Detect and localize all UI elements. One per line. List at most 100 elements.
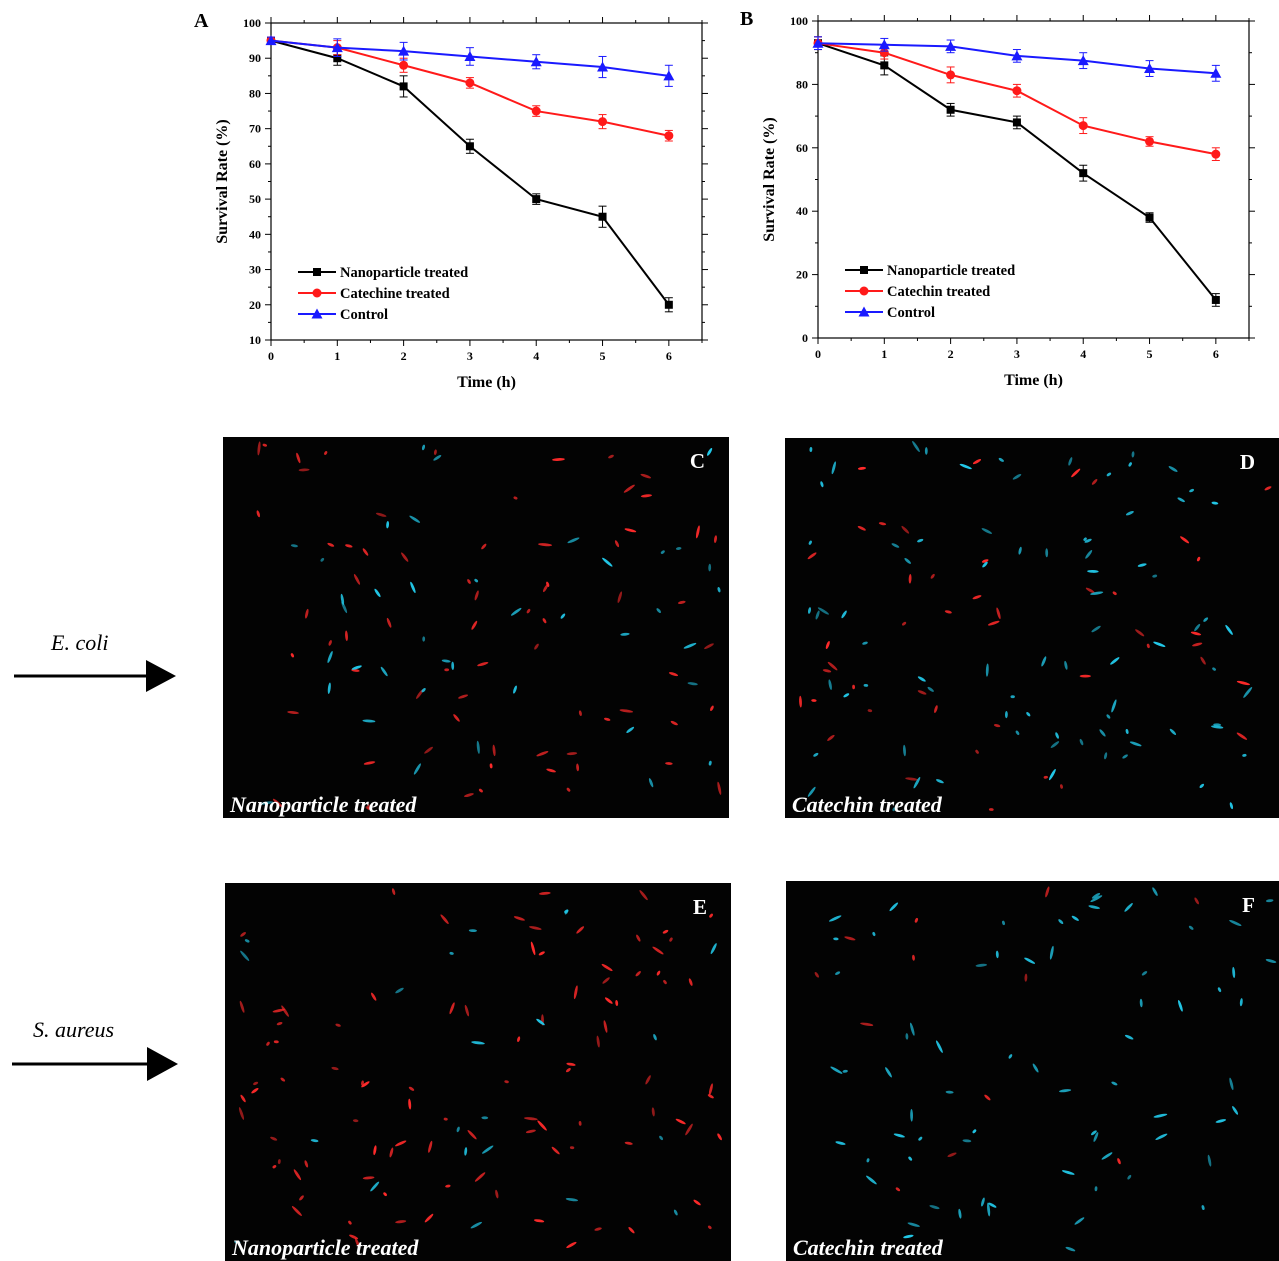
- dead-cell: [354, 1237, 361, 1249]
- micrograph-f: F Catechin treated: [786, 881, 1279, 1261]
- live-cell: [1050, 741, 1060, 749]
- dead-cell: [424, 746, 433, 754]
- dead-cell: [1085, 587, 1095, 594]
- dead-cell: [902, 621, 907, 626]
- live-cell: [835, 971, 841, 976]
- dead-cell: [623, 484, 635, 493]
- dead-cell: [546, 581, 550, 587]
- live-cell: [829, 915, 842, 922]
- dead-cell: [256, 510, 261, 518]
- legend-marker: [312, 288, 322, 298]
- live-cell: [1217, 987, 1222, 993]
- dead-cell: [536, 751, 549, 757]
- live-cell: [912, 440, 920, 453]
- dead-cell: [383, 1192, 387, 1197]
- data-point: [945, 40, 957, 51]
- dead-cell: [688, 978, 693, 986]
- dead-cell: [526, 608, 531, 614]
- dead-cell: [988, 808, 994, 811]
- live-cell: [510, 607, 522, 616]
- live-cell: [831, 461, 836, 475]
- live-cell: [1189, 488, 1195, 493]
- live-cell: [1213, 723, 1222, 727]
- panel-letter: C: [689, 449, 705, 473]
- live-cell: [995, 950, 999, 959]
- live-cell: [1010, 695, 1015, 699]
- data-point: [399, 60, 409, 70]
- dead-cell: [530, 941, 536, 956]
- dead-cell: [930, 573, 935, 579]
- dead-cell: [273, 1040, 279, 1044]
- data-point: [1077, 55, 1089, 66]
- live-cell: [1125, 511, 1134, 516]
- dead-cell: [443, 1117, 448, 1121]
- dead-cell: [463, 793, 474, 798]
- dead-cell: [395, 1220, 407, 1224]
- dead-cell: [573, 985, 578, 1000]
- dead-cell: [566, 1241, 577, 1249]
- dead-cell: [1060, 784, 1063, 789]
- live-cell: [972, 1129, 977, 1134]
- live-cell: [959, 463, 972, 470]
- dead-cell: [513, 496, 518, 500]
- dead-cell: [908, 574, 912, 584]
- live-cell: [710, 943, 717, 955]
- dead-cell: [253, 1081, 259, 1086]
- live-cell: [1139, 998, 1143, 1008]
- dead-cell: [814, 971, 819, 978]
- data-point: [1011, 50, 1023, 61]
- dead-cell: [624, 1141, 633, 1145]
- dead-cell: [984, 1094, 991, 1101]
- dead-cell: [538, 951, 545, 956]
- dead-cell: [1091, 478, 1098, 485]
- live-cell: [1201, 1205, 1205, 1211]
- live-cell: [1177, 497, 1185, 503]
- live-cell: [1094, 1186, 1098, 1192]
- dead-cell: [349, 1234, 359, 1240]
- dead-cell: [576, 763, 580, 772]
- live-cell: [687, 682, 698, 686]
- dead-cell: [640, 473, 652, 479]
- series-square: [814, 36, 1220, 307]
- live-cell: [626, 726, 635, 733]
- micrograph-caption: Nanoparticle treated: [232, 1235, 419, 1260]
- live-cell: [1137, 563, 1147, 567]
- dead-cell: [663, 979, 667, 985]
- dead-cell: [867, 709, 873, 713]
- dead-cell: [614, 540, 620, 548]
- dead-cell: [238, 1107, 245, 1120]
- live-cell: [1088, 905, 1100, 909]
- live-cell: [1128, 462, 1132, 467]
- y-tick-label: 60: [796, 141, 808, 155]
- y-axis-label: Survival Rate (%): [214, 119, 231, 243]
- live-cell: [1153, 641, 1166, 647]
- dead-cell: [972, 459, 982, 465]
- dead-cell: [474, 590, 479, 601]
- live-cell: [567, 537, 580, 544]
- live-cell: [1152, 887, 1158, 896]
- live-cell: [433, 454, 442, 461]
- dead-cell: [685, 1123, 693, 1136]
- live-cell: [395, 987, 404, 994]
- live-cell: [421, 444, 426, 451]
- dead-cell: [566, 787, 571, 792]
- live-cell: [929, 1205, 940, 1210]
- dead-cell: [373, 1145, 377, 1156]
- live-cell: [456, 1126, 460, 1133]
- dead-cell: [467, 579, 471, 584]
- live-cell: [1048, 769, 1056, 781]
- live-cell: [905, 1033, 909, 1040]
- data-point: [663, 70, 675, 81]
- live-cell: [891, 543, 900, 548]
- live-cell: [1232, 1106, 1239, 1115]
- dead-cell: [675, 1118, 686, 1125]
- data-point: [1210, 67, 1222, 78]
- live-cell: [1242, 753, 1247, 757]
- live-cell: [1265, 899, 1274, 903]
- live-cell: [817, 607, 829, 615]
- live-cell: [945, 1090, 954, 1094]
- micrograph-cells: [256, 441, 722, 810]
- dead-cell: [604, 997, 613, 1004]
- live-cell: [422, 636, 426, 642]
- data-point: [1145, 136, 1155, 146]
